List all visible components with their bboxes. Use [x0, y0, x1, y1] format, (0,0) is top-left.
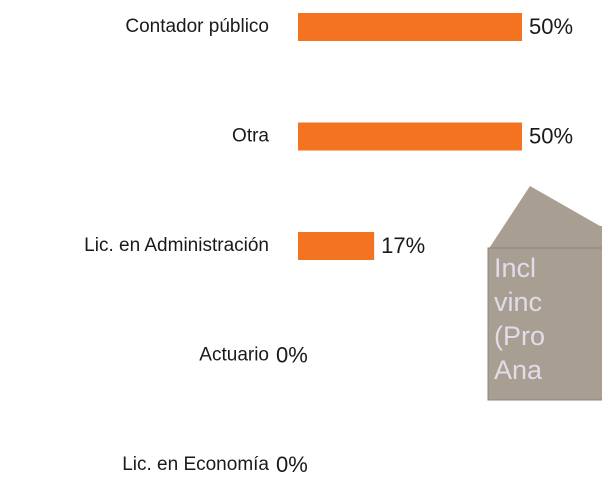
value-label: 50%	[529, 14, 573, 39]
value-label: 50%	[529, 123, 573, 148]
category-label: Otra	[232, 126, 269, 147]
category-label: Lic. en Administración	[84, 235, 269, 256]
bar	[298, 13, 522, 41]
category-label: Lic. en Economía	[122, 454, 269, 475]
callout-text: vinc	[494, 287, 542, 317]
callout-pointer	[488, 186, 602, 250]
value-label: 17%	[381, 233, 425, 258]
value-label: 0%	[276, 452, 308, 477]
callout: Incl vinc (Pro Ana	[487, 186, 602, 401]
callout-box	[487, 247, 602, 401]
bar	[298, 122, 522, 151]
category-label: Actuario	[199, 345, 269, 366]
callout-text: Incl	[494, 253, 536, 283]
callout-text: (Pro	[494, 321, 545, 351]
bar	[298, 232, 375, 260]
callout-text: Ana	[494, 355, 543, 385]
value-label: 0%	[276, 342, 308, 367]
category-label: Contador público	[125, 16, 269, 37]
